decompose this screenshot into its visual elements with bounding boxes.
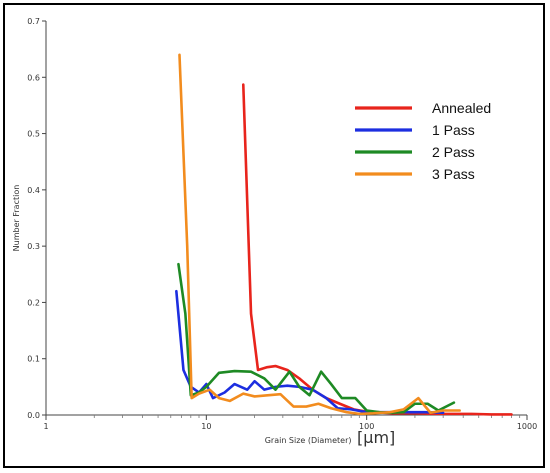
y-axis-title: Number Fraction — [12, 185, 21, 252]
y-tick-label: 0.1 — [27, 355, 40, 364]
y-tick-label: 0.2 — [27, 298, 40, 307]
legend-label: 1 Pass — [432, 122, 475, 138]
y-tick-label: 0.3 — [27, 242, 40, 251]
legend-label: 2 Pass — [432, 144, 475, 160]
x-tick-label: 100 — [359, 422, 374, 431]
legend-label: 3 Pass — [432, 166, 475, 182]
y-tick-label: 0.6 — [27, 73, 40, 82]
series-layer — [175, 53, 513, 416]
chart-frame — [3, 3, 545, 468]
legend-label: Annealed — [432, 100, 491, 116]
y-tick-label: 0.4 — [27, 186, 40, 195]
y-tick-label: 0.7 — [27, 17, 40, 26]
series-line-annealed — [241, 83, 513, 416]
series-line-3-pass — [178, 53, 461, 416]
x-tick-label: 1000 — [517, 422, 537, 431]
x-axis-title-text: Grain Size (Diameter) — [265, 436, 352, 445]
x-axis-title: Grain Size (Diameter) [μm] — [265, 428, 396, 447]
y-tick-label: 0.0 — [27, 411, 40, 420]
y-tick-label: 0.5 — [27, 130, 40, 139]
legend: Annealed 1 Pass 2 Pass 3 Pass — [355, 100, 491, 182]
x-tick-label: 1 — [43, 422, 48, 431]
series-line-2-pass — [177, 262, 456, 415]
x-axis-unit: [μm] — [357, 428, 395, 447]
x-tick-label: 10 — [201, 422, 211, 431]
